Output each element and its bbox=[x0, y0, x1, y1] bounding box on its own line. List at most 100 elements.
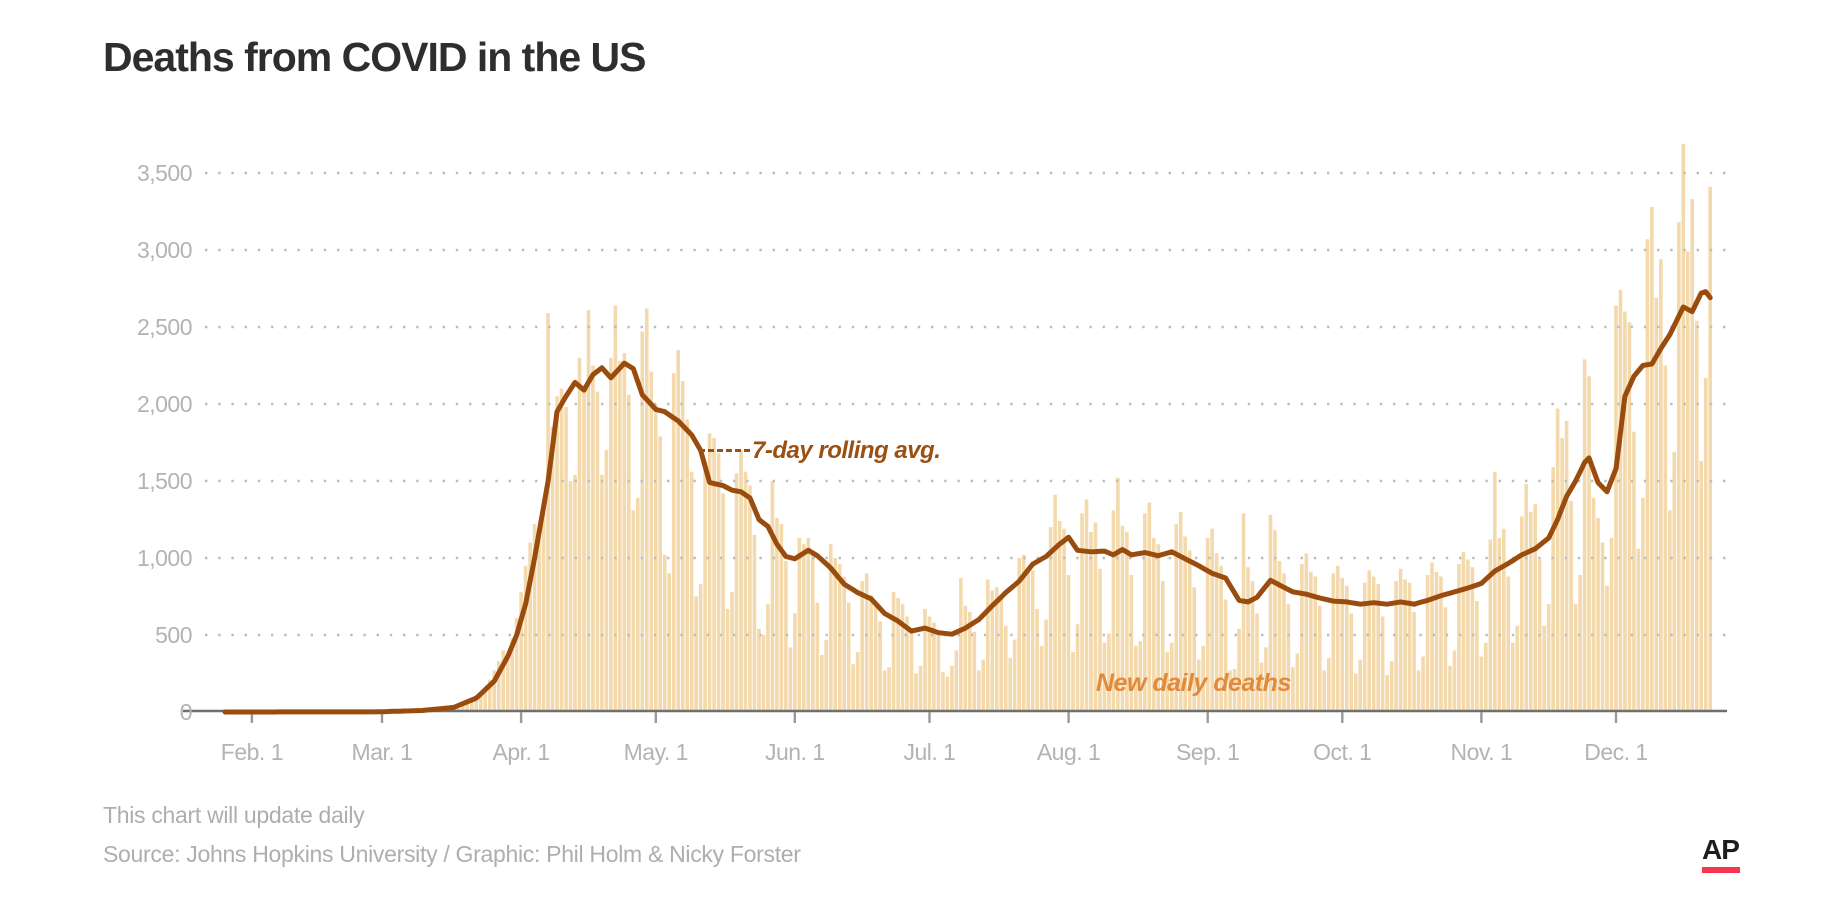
daily-deaths-bar bbox=[1668, 510, 1672, 712]
daily-deaths-bar bbox=[1676, 222, 1681, 712]
daily-deaths-bar bbox=[600, 474, 604, 712]
daily-deaths-bar bbox=[1201, 645, 1205, 712]
daily-deaths-bar bbox=[1219, 565, 1223, 712]
daily-deaths-bar bbox=[846, 602, 851, 712]
daily-deaths-bar bbox=[676, 350, 680, 712]
daily-deaths-bar bbox=[1057, 521, 1062, 712]
daily-deaths-bar bbox=[1645, 239, 1650, 712]
daily-deaths-bar bbox=[1551, 467, 1555, 712]
daily-deaths-bar bbox=[1026, 567, 1030, 712]
y-axis-label: 3,000 bbox=[137, 237, 192, 263]
daily-deaths-bar bbox=[734, 473, 739, 712]
daily-deaths-bar bbox=[1632, 431, 1636, 712]
daily-deaths-bar bbox=[1623, 311, 1627, 712]
x-axis-label: Nov. 1 bbox=[1451, 739, 1513, 765]
daily-deaths-bar bbox=[1578, 574, 1582, 712]
daily-deaths-bar bbox=[1654, 297, 1659, 712]
daily-deaths-bar bbox=[1282, 573, 1286, 712]
daily-deaths-bar bbox=[1075, 624, 1080, 712]
daily-deaths-bar bbox=[1214, 553, 1219, 712]
daily-deaths-bar bbox=[564, 407, 568, 712]
daily-deaths-bar bbox=[586, 310, 591, 712]
daily-deaths-bar bbox=[649, 371, 654, 712]
daily-deaths-bar bbox=[968, 611, 972, 712]
daily-deaths-bar bbox=[1241, 513, 1246, 712]
daily-deaths-bar bbox=[1196, 659, 1201, 712]
daily-deaths-bar bbox=[1331, 573, 1336, 712]
daily-deaths-bar bbox=[1120, 525, 1125, 712]
x-axis-label: Dec. 1 bbox=[1584, 739, 1647, 765]
daily-deaths-bar bbox=[671, 373, 676, 712]
daily-deaths-bar bbox=[1510, 642, 1515, 712]
daily-deaths-bar bbox=[627, 394, 631, 712]
daily-deaths-bar bbox=[1228, 670, 1232, 712]
daily-deaths-bar bbox=[680, 380, 685, 712]
daily-deaths-bar bbox=[1681, 143, 1686, 713]
daily-deaths-bar bbox=[1066, 574, 1071, 712]
daily-deaths-bar bbox=[1089, 531, 1093, 712]
daily-deaths-bar bbox=[909, 633, 914, 712]
daily-deaths-bar bbox=[712, 437, 716, 712]
ap-logo: AP bbox=[1702, 836, 1742, 873]
daily-deaths-bar bbox=[465, 703, 470, 712]
daily-deaths-bar bbox=[784, 561, 788, 712]
daily-deaths-bar bbox=[1614, 305, 1618, 712]
daily-deaths-bar bbox=[797, 537, 802, 712]
daily-deaths-bar bbox=[1327, 658, 1331, 712]
daily-deaths-bar bbox=[703, 460, 707, 712]
daily-deaths-bar bbox=[1098, 568, 1102, 712]
rolling-avg-line bbox=[222, 289, 1713, 715]
daily-deaths-bar bbox=[1461, 551, 1466, 712]
daily-deaths-bar bbox=[1564, 420, 1569, 712]
daily-deaths-bar bbox=[770, 481, 775, 712]
daily-deaths-bar bbox=[994, 587, 999, 712]
daily-deaths-bar bbox=[963, 605, 968, 712]
daily-deaths-bar bbox=[1627, 322, 1632, 712]
daily-deaths-bar bbox=[1143, 513, 1147, 712]
daily-deaths-bar bbox=[1008, 658, 1013, 712]
daily-deaths-bar bbox=[775, 517, 779, 712]
daily-deaths-bar bbox=[595, 391, 600, 712]
daily-deaths-bar bbox=[1138, 641, 1143, 712]
daily-deaths-bar bbox=[1277, 561, 1282, 712]
daily-deaths-bar bbox=[1479, 656, 1484, 712]
daily-deaths-bar bbox=[604, 450, 609, 712]
daily-deaths-bar bbox=[1147, 502, 1152, 712]
daily-deaths-bar bbox=[644, 308, 649, 712]
daily-deaths-bar bbox=[757, 628, 761, 712]
daily-deaths-bar bbox=[1353, 673, 1358, 712]
daily-deaths-bar bbox=[555, 396, 559, 712]
page-title: Deaths from COVID in the US bbox=[103, 34, 647, 80]
daily-deaths-bar bbox=[1084, 499, 1089, 712]
daily-deaths-bar bbox=[532, 524, 537, 712]
daily-deaths-bar bbox=[1304, 553, 1309, 712]
daily-deaths-bar bbox=[806, 537, 811, 712]
daily-deaths-bar bbox=[1636, 548, 1641, 712]
daily-deaths-bar bbox=[1609, 537, 1614, 712]
daily-deaths-bar bbox=[824, 639, 829, 712]
daily-deaths-bar bbox=[1169, 642, 1174, 712]
daily-deaths-bar bbox=[1493, 471, 1497, 712]
daily-deaths-bar bbox=[1291, 667, 1295, 712]
x-axis-label: Jun. 1 bbox=[765, 739, 825, 765]
daily-deaths-bar bbox=[878, 621, 882, 712]
daily-deaths-bar bbox=[1187, 550, 1192, 712]
daily-deaths-bar bbox=[1439, 576, 1443, 712]
daily-deaths-bar bbox=[613, 305, 618, 712]
daily-deaths-bar bbox=[1174, 524, 1179, 712]
daily-deaths-bar bbox=[550, 427, 555, 712]
daily-deaths-bar bbox=[1232, 668, 1237, 712]
daily-deaths-bar bbox=[1358, 659, 1363, 712]
daily-deaths-bar bbox=[1416, 670, 1421, 712]
daily-deaths-bar bbox=[815, 602, 820, 712]
x-axis-label: Mar. 1 bbox=[352, 739, 413, 765]
daily-deaths-bar bbox=[1533, 504, 1537, 712]
daily-deaths-bar bbox=[1003, 625, 1008, 712]
daily-deaths-bar bbox=[573, 474, 577, 712]
daily-deaths-bar bbox=[1246, 567, 1250, 712]
daily-deaths-bar bbox=[636, 497, 640, 712]
daily-deaths-bar bbox=[1210, 528, 1214, 712]
daily-deaths-bar bbox=[730, 591, 734, 712]
daily-deaths-bar bbox=[1250, 581, 1255, 712]
daily-deaths-bar bbox=[766, 604, 770, 712]
